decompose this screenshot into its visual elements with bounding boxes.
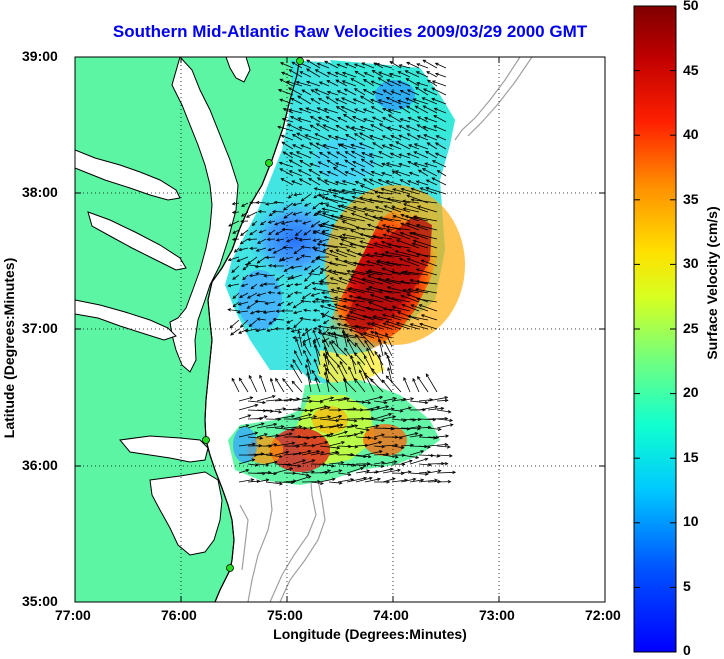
colorbar-tick-label: 20 (683, 384, 699, 400)
colorbar-tick-label: 35 (683, 191, 699, 207)
x-tick-label: 77:00 (55, 607, 91, 623)
x-tick-label: 75:00 (267, 607, 303, 623)
y-tick-label: 35:00 (22, 593, 58, 609)
colorbar-tick-label: 0 (683, 642, 691, 658)
colorbar-tick-label: 15 (683, 449, 699, 465)
colorbar-tick-label: 30 (683, 255, 699, 271)
potomac-river (75, 149, 181, 201)
map-title: Southern Mid-Atlantic Raw Velocities 200… (112, 22, 588, 41)
velocity-vectors (227, 59, 457, 486)
y-tick-label: 38:00 (22, 184, 58, 200)
coastline (204, 57, 301, 602)
y-tick-label: 39:00 (22, 48, 58, 64)
delaware-bay (225, 57, 251, 83)
colorbar-tick-label: 50 (683, 0, 699, 13)
james-river (75, 299, 177, 341)
radar-sites (202, 57, 304, 572)
radar-site-marker (202, 436, 210, 444)
radar-site-marker (296, 57, 304, 65)
x-tick-label: 76:00 (161, 607, 197, 623)
x-tick-label: 74:00 (373, 607, 409, 623)
x-axis-label: Longitude (Degrees:Minutes) (273, 626, 467, 642)
grid-lines (75, 57, 605, 602)
x-tick-label: 72:00 (585, 607, 621, 623)
albemarle-sound (119, 435, 209, 463)
radar-site-marker (265, 159, 273, 167)
colorbar-ticks (634, 5, 676, 653)
y-tick-label: 36:00 (22, 457, 58, 473)
colorbar-tick-label: 5 (683, 578, 691, 594)
colorbar-tick-label: 25 (683, 320, 699, 336)
colorbar-tick-label: 10 (683, 513, 699, 529)
axis-ticks (75, 57, 605, 602)
y-axis-label: Latitude (Degrees:Minutes) (1, 257, 17, 439)
colorbar-tick-label: 40 (683, 126, 699, 142)
pamlico-sound (149, 471, 223, 556)
x-tick-label: 73:00 (479, 607, 515, 623)
chesapeake-bay (169, 57, 239, 373)
radar-site-marker (226, 564, 234, 572)
colorbar-tick-label: 45 (683, 62, 699, 78)
y-tick-label: 37:00 (22, 320, 58, 336)
colorbar (633, 5, 677, 653)
colorbar-label: Surface Velocity (cm/s) (704, 206, 720, 360)
